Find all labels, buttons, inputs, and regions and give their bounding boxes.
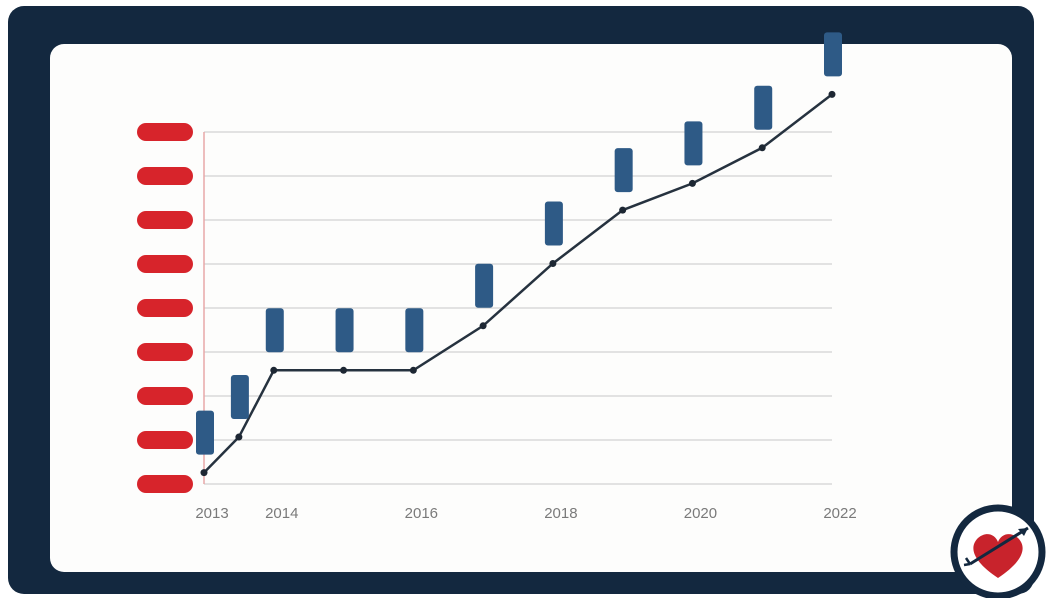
heart-with-arrow-icon <box>950 504 1046 598</box>
data-point <box>549 260 557 267</box>
y-tick-pill <box>137 475 193 493</box>
data-point <box>409 366 417 374</box>
y-tick-pill <box>137 299 193 317</box>
data-label-box <box>196 410 214 455</box>
y-tick-pill <box>137 387 193 405</box>
x-tick-label: 2020 <box>684 505 717 522</box>
data-point <box>340 366 348 374</box>
gridlines <box>203 131 832 485</box>
data-point <box>619 206 627 214</box>
data-label-box <box>824 32 842 77</box>
data-label-box <box>614 148 633 193</box>
x-tick-label: 2022 <box>823 505 856 522</box>
data-label-box <box>230 375 249 420</box>
data-label-box <box>544 201 563 246</box>
y-tick-pill <box>137 431 193 449</box>
data-point <box>235 433 243 441</box>
data-label-box <box>684 121 703 166</box>
data-point <box>758 144 766 152</box>
y-tick-pill <box>137 255 193 273</box>
y-tick-pill <box>137 123 193 141</box>
data-point <box>479 322 487 330</box>
y-axis-ticks <box>137 123 193 493</box>
data-point <box>200 469 208 477</box>
data-point <box>270 366 278 374</box>
data-label-box <box>475 263 494 308</box>
y-tick-pill <box>137 343 193 361</box>
x-tick-label: 2013 <box>195 505 228 522</box>
data-label-box <box>335 308 354 353</box>
data-point <box>688 179 696 187</box>
data-point <box>828 90 836 98</box>
x-tick-label: 2014 <box>265 505 298 522</box>
data-label-box <box>754 85 773 130</box>
x-tick-label: 2018 <box>544 505 577 522</box>
y-tick-pill <box>137 211 193 229</box>
series-line <box>200 90 836 477</box>
data-labels <box>196 32 842 455</box>
series-polyline <box>203 93 833 474</box>
data-label-box <box>265 308 284 353</box>
y-tick-pill <box>137 167 193 185</box>
x-tick-label: 2016 <box>405 505 438 522</box>
data-label-box <box>405 308 424 353</box>
x-axis-ticks: 2013 2014 2016 2018 2020 2022 <box>195 505 856 522</box>
